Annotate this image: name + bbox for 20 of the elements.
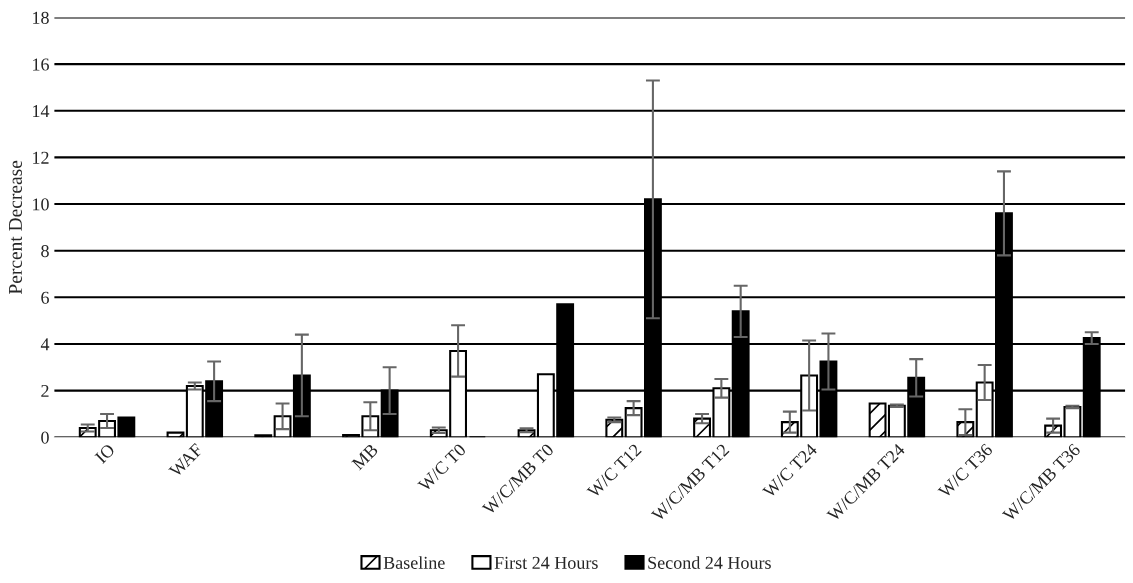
y-tick-label: 8: [41, 244, 49, 258]
x-tick-label: MB: [351, 443, 379, 471]
x-tick-label: W/C T0: [417, 442, 467, 493]
legend-label: Baseline: [383, 556, 445, 569]
x-tick-label: IO: [94, 443, 116, 465]
y-tick-label: 16: [33, 58, 49, 71]
legend-label: First 24 Hours: [494, 556, 598, 569]
y-tick-label: 6: [41, 291, 49, 304]
y-tick-label: 14: [33, 105, 50, 118]
y-tick-label: 18: [33, 11, 49, 24]
y-tick-label: 10: [33, 198, 49, 211]
y-axis-title: Percent Decrease: [9, 160, 22, 295]
legend-label: Second 24 Hours: [648, 556, 771, 569]
x-tick-label: W/C T24: [761, 442, 818, 499]
x-tick-label: W/C T36: [937, 442, 994, 499]
y-tick-label: 4: [40, 338, 50, 351]
y-tick-label: 12: [33, 151, 49, 164]
x-tick-label: W/C T12: [586, 443, 642, 499]
y-tick-label: 0: [41, 431, 49, 444]
y-tick-label: 2: [41, 384, 49, 397]
